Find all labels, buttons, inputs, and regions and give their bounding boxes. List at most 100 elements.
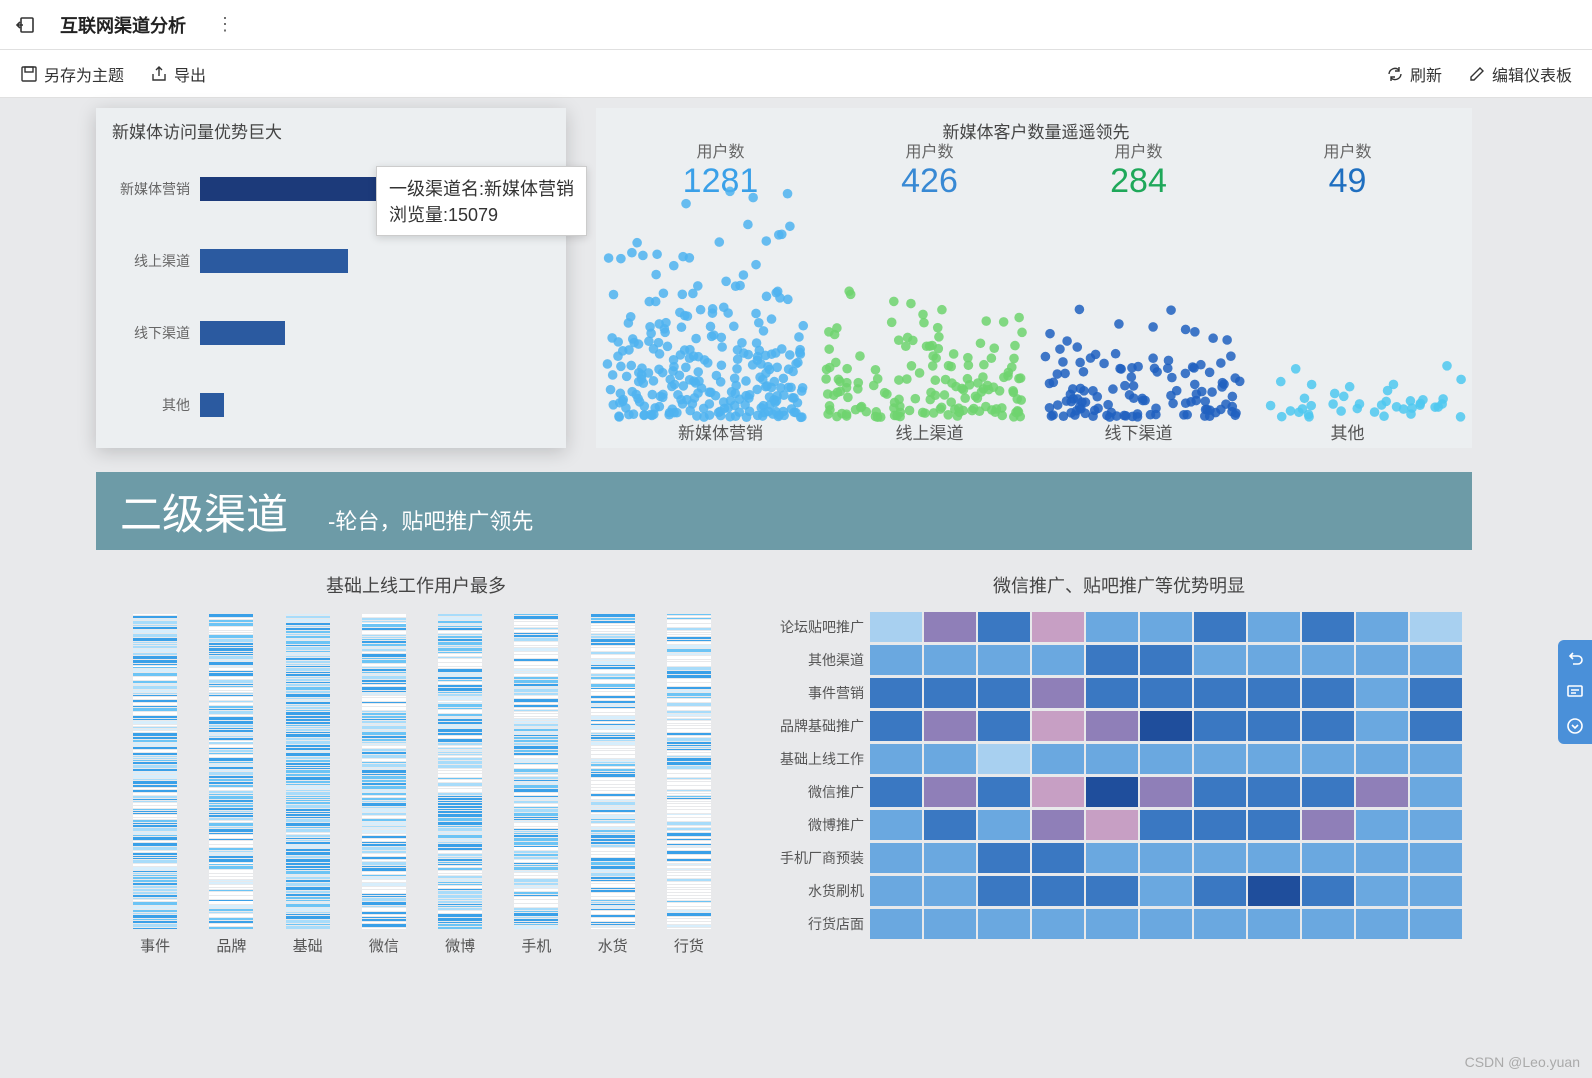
heatmap-cell[interactable] xyxy=(924,909,976,939)
heatmap-cell[interactable] xyxy=(1356,711,1408,741)
save-as-theme-button[interactable]: 另存为主题 xyxy=(20,62,124,86)
heatmap-cell[interactable] xyxy=(1410,810,1462,840)
refresh-button[interactable]: 刷新 xyxy=(1386,62,1442,86)
heatmap-cell[interactable] xyxy=(978,645,1030,675)
heatmap-cell[interactable] xyxy=(924,678,976,708)
heatmap-cell[interactable] xyxy=(1140,876,1192,906)
heatmap-cell[interactable] xyxy=(870,810,922,840)
heatmap-cell[interactable] xyxy=(1032,909,1084,939)
heatmap-cell[interactable] xyxy=(1032,876,1084,906)
heatmap-cell[interactable] xyxy=(1302,843,1354,873)
heatmap-cell[interactable] xyxy=(1356,612,1408,642)
heatmap-cell[interactable] xyxy=(1356,810,1408,840)
heatmap-cell[interactable] xyxy=(1248,909,1300,939)
heatmap-cell[interactable] xyxy=(1140,777,1192,807)
heatmap-cell[interactable] xyxy=(1410,711,1462,741)
heatmap-cell[interactable] xyxy=(978,876,1030,906)
heatmap-cell[interactable] xyxy=(870,777,922,807)
heatmap-cell[interactable] xyxy=(1194,612,1246,642)
heatmap-cell[interactable] xyxy=(1194,777,1246,807)
heatmap-cell[interactable] xyxy=(1410,909,1462,939)
heatmap-cell[interactable] xyxy=(978,612,1030,642)
export-button[interactable]: 导出 xyxy=(150,62,206,86)
heatmap-cell[interactable] xyxy=(1086,645,1138,675)
heatmap-cell[interactable] xyxy=(978,711,1030,741)
heatmap-cell[interactable] xyxy=(924,810,976,840)
heatmap-cell[interactable] xyxy=(978,909,1030,939)
heatmap-cell[interactable] xyxy=(1140,678,1192,708)
heatmap-cell[interactable] xyxy=(1086,843,1138,873)
bar-row[interactable]: 线下渠道 xyxy=(114,297,548,369)
heatmap-cell[interactable] xyxy=(1086,909,1138,939)
heatmap-cell[interactable] xyxy=(924,744,976,774)
heatmap-cell[interactable] xyxy=(870,711,922,741)
heatmap-cell[interactable] xyxy=(1032,612,1084,642)
heatmap-cell[interactable] xyxy=(1194,810,1246,840)
heatmap-cell[interactable] xyxy=(1248,612,1300,642)
heatmap-cell[interactable] xyxy=(1086,678,1138,708)
heatmap-cell[interactable] xyxy=(1086,711,1138,741)
heatmap-cell[interactable] xyxy=(1086,876,1138,906)
heatmap-cell[interactable] xyxy=(870,876,922,906)
heatmap-cell[interactable] xyxy=(1410,678,1462,708)
heatmap-cell[interactable] xyxy=(924,876,976,906)
heatmap-cell[interactable] xyxy=(924,843,976,873)
heatmap-cell[interactable] xyxy=(1248,810,1300,840)
heatmap-cell[interactable] xyxy=(1302,777,1354,807)
more-icon[interactable]: ⋮ xyxy=(216,14,234,35)
heatmap-cell[interactable] xyxy=(870,612,922,642)
heatmap-cell[interactable] xyxy=(924,645,976,675)
heatmap-cell[interactable] xyxy=(1356,645,1408,675)
heatmap-cell[interactable] xyxy=(1410,645,1462,675)
heatmap-cell[interactable] xyxy=(1032,678,1084,708)
heatmap-cell[interactable] xyxy=(870,678,922,708)
heatmap-cell[interactable] xyxy=(870,909,922,939)
barcode-chart-body[interactable]: 事件品牌基础微信微博手机水货行货 xyxy=(96,606,736,956)
heatmap-cell[interactable] xyxy=(978,777,1030,807)
heatmap-cell[interactable] xyxy=(978,810,1030,840)
heatmap-cell[interactable] xyxy=(1248,678,1300,708)
heatmap-cell[interactable] xyxy=(924,612,976,642)
heatmap-cell[interactable] xyxy=(1194,909,1246,939)
back-icon[interactable] xyxy=(14,14,36,36)
heatmap-cell[interactable] xyxy=(1356,777,1408,807)
heatmap-cell[interactable] xyxy=(870,744,922,774)
heatmap-cell[interactable] xyxy=(1302,876,1354,906)
heatmap-cell[interactable] xyxy=(1032,810,1084,840)
heatmap-cell[interactable] xyxy=(1194,645,1246,675)
heatmap-cell[interactable] xyxy=(1410,843,1462,873)
heatmap-cell[interactable] xyxy=(1032,777,1084,807)
heatmap-cell[interactable] xyxy=(1032,744,1084,774)
heatmap-cell[interactable] xyxy=(1032,843,1084,873)
heatmap-cell[interactable] xyxy=(978,744,1030,774)
heatmap-cell[interactable] xyxy=(1302,678,1354,708)
heatmap-cell[interactable] xyxy=(1248,777,1300,807)
collapse-icon[interactable] xyxy=(1563,714,1587,738)
heatmap-cell[interactable] xyxy=(1302,744,1354,774)
heatmap-cell[interactable] xyxy=(1248,645,1300,675)
heatmap-cell[interactable] xyxy=(1140,711,1192,741)
heatmap-cell[interactable] xyxy=(870,645,922,675)
heatmap-cell[interactable] xyxy=(1302,612,1354,642)
heatmap-cell[interactable] xyxy=(1302,810,1354,840)
heatmap-cell[interactable] xyxy=(1140,744,1192,774)
heatmap-cell[interactable] xyxy=(1194,678,1246,708)
heatmap-cell[interactable] xyxy=(1194,876,1246,906)
heatmap-cell[interactable] xyxy=(1086,810,1138,840)
edit-dashboard-button[interactable]: 编辑仪表板 xyxy=(1468,62,1572,86)
heatmap-cell[interactable] xyxy=(1140,612,1192,642)
heatmap-cell[interactable] xyxy=(1140,843,1192,873)
bar-row[interactable]: 其他 xyxy=(114,369,548,441)
heatmap-cell[interactable] xyxy=(1410,777,1462,807)
heatmap-cell[interactable] xyxy=(1194,843,1246,873)
heatmap-cell[interactable] xyxy=(1194,711,1246,741)
heatmap-cell[interactable] xyxy=(1302,645,1354,675)
heatmap-cell[interactable] xyxy=(870,843,922,873)
heatmap-cell[interactable] xyxy=(1086,612,1138,642)
heatmap-cell[interactable] xyxy=(1356,909,1408,939)
heatmap-cell[interactable] xyxy=(924,711,976,741)
heatmap-cell[interactable] xyxy=(1086,744,1138,774)
comment-icon[interactable] xyxy=(1563,680,1587,704)
heatmap-cell[interactable] xyxy=(1410,612,1462,642)
heatmap-cell[interactable] xyxy=(1248,744,1300,774)
